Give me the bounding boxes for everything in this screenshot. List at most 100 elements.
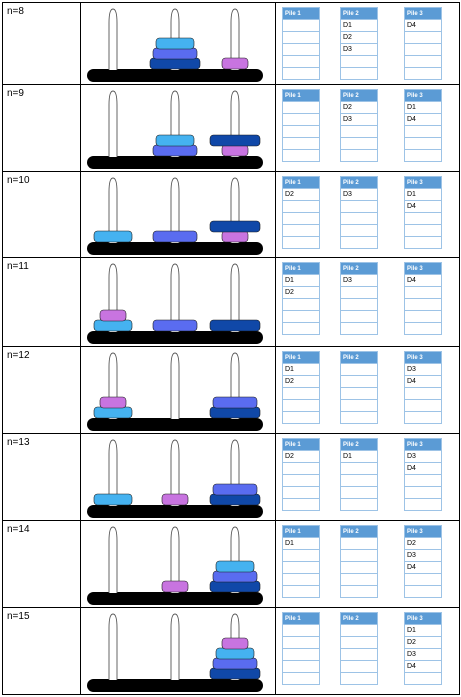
pile-cell (404, 585, 442, 598)
pile-cell: D1 (282, 274, 320, 287)
pile-cell (282, 212, 320, 225)
pile-cell (282, 462, 320, 475)
pile-header: Pile 1 (282, 7, 320, 20)
pile-1-table: Pile 1 (282, 612, 320, 685)
pile-cell (340, 125, 378, 138)
pile-header: Pile 1 (282, 525, 320, 538)
step-label-cell: n=15 (2, 607, 81, 695)
pile-cell (340, 585, 378, 598)
disk-d3 (212, 657, 258, 670)
disk-d1 (221, 637, 249, 650)
step-row: n=8 Pile 1 Pile 2 D1 D2 D3 Pile 3 D4 (2, 2, 460, 85)
pile-cell (282, 55, 320, 68)
pile-cell: D2 (282, 188, 320, 201)
pile-cell: D4 (404, 200, 442, 213)
pile-cell (340, 399, 378, 412)
pile-cell (282, 101, 320, 114)
step-label-cell: n=9 (2, 84, 81, 172)
pile-cell (282, 387, 320, 400)
pile-cell: D3 (404, 648, 442, 661)
pile-cell (340, 660, 378, 673)
peg-1 (108, 613, 118, 680)
pile-3-table: Pile 3 D3 D4 (404, 438, 442, 511)
piles-cell: Pile 1 D1 D2 Pile 2 D3 Pile 3 D4 (275, 257, 460, 347)
pile-1-table: Pile 1 (282, 89, 320, 162)
pile-cell: D3 (404, 363, 442, 376)
tower-base (87, 69, 263, 82)
pile-2-table: Pile 2 D3 (340, 262, 378, 335)
pile-header: Pile 1 (282, 176, 320, 189)
pile-cell (340, 462, 378, 475)
step-label: n=13 (7, 437, 30, 448)
pile-cell (404, 474, 442, 487)
tower-of-hanoi-illustration (87, 439, 263, 518)
pile-cell: D1 (340, 450, 378, 463)
pile-cell (340, 498, 378, 511)
tower-cell (80, 171, 276, 258)
disk-d1 (221, 144, 249, 157)
pile-cell (282, 200, 320, 213)
disk-d3 (212, 570, 258, 583)
tower-cell (80, 346, 276, 434)
pile-cell: D3 (340, 113, 378, 126)
peg-2 (170, 263, 180, 332)
pile-cell: D1 (340, 19, 378, 32)
pile-1-table: Pile 1 D2 (282, 176, 320, 249)
peg-2 (170, 613, 180, 680)
disk-d4 (209, 220, 261, 233)
pile-cell (282, 624, 320, 637)
pile-header: Pile 3 (404, 7, 442, 20)
pile-cell (404, 149, 442, 162)
pile-cell (340, 55, 378, 68)
pile-cell (404, 310, 442, 323)
peg-1 (108, 177, 118, 243)
pile-cell (282, 672, 320, 685)
pile-1-table: Pile 1 D2 (282, 438, 320, 511)
pile-cell (340, 672, 378, 685)
pile-cell (404, 236, 442, 249)
disk-d2 (155, 37, 195, 50)
pile-cell (282, 298, 320, 311)
pile-cell: D4 (404, 561, 442, 574)
pile-cell (282, 636, 320, 649)
pile-header: Pile 2 (340, 7, 378, 20)
peg-1 (108, 8, 118, 70)
pile-cell (340, 375, 378, 388)
pile-cell: D1 (404, 101, 442, 114)
tower-of-hanoi-illustration (87, 8, 263, 82)
pile-header: Pile 2 (340, 525, 378, 538)
pile-cell (282, 399, 320, 412)
tower-base (87, 679, 263, 692)
pile-header: Pile 1 (282, 89, 320, 102)
step-row: n=12 Pile 1 D1 D2 Pile 2 Pile 3 D3 D4 (2, 346, 460, 434)
pile-header: Pile 2 (340, 89, 378, 102)
pile-cell: D2 (282, 375, 320, 388)
pile-cell (404, 486, 442, 499)
pile-2-table: Pile 2 D3 (340, 176, 378, 249)
disk-d2 (215, 560, 255, 573)
pile-header: Pile 3 (404, 176, 442, 189)
disk-d2 (93, 230, 133, 243)
pile-cell (404, 298, 442, 311)
step-label: n=9 (7, 88, 24, 99)
tower-cell (80, 2, 276, 85)
step-label-cell: n=11 (2, 257, 81, 347)
pile-cell (340, 486, 378, 499)
tower-base (87, 418, 263, 431)
pile-3-table: Pile 3 D2 D3 D4 (404, 525, 442, 598)
pile-cell (340, 322, 378, 335)
step-label-cell: n=12 (2, 346, 81, 434)
disk-d3 (152, 230, 198, 243)
pile-header: Pile 3 (404, 351, 442, 364)
tower-of-hanoi-illustration (87, 263, 263, 344)
disk-d1 (221, 230, 249, 243)
pile-cell: D4 (404, 462, 442, 475)
tower-of-hanoi-illustration (87, 613, 263, 692)
tower-base (87, 331, 263, 344)
peg-2 (170, 526, 180, 593)
tower-cell (80, 257, 276, 347)
tower-base (87, 156, 263, 169)
step-label-cell: n=14 (2, 520, 81, 608)
pile-cell: D2 (340, 31, 378, 44)
